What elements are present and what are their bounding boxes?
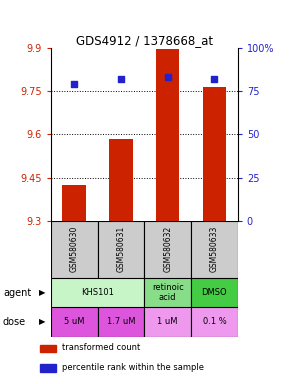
Bar	[144, 221, 191, 278]
Text: dose: dose	[3, 317, 26, 327]
Bar	[62, 185, 86, 221]
Text: transformed count: transformed count	[62, 343, 141, 352]
Text: GSM580633: GSM580633	[210, 226, 219, 273]
Bar	[156, 50, 179, 221]
Bar	[97, 221, 144, 278]
Bar	[191, 278, 238, 307]
Text: 1.7 uM: 1.7 uM	[107, 318, 135, 326]
Point	[72, 81, 77, 88]
Point	[119, 76, 123, 82]
Text: KHS101: KHS101	[81, 288, 114, 297]
Bar	[51, 307, 97, 336]
Text: 0.1 %: 0.1 %	[202, 318, 226, 326]
Point	[165, 74, 170, 81]
Bar	[51, 278, 144, 307]
Text: retinoic
acid: retinoic acid	[152, 283, 184, 302]
Text: GSM580630: GSM580630	[70, 226, 79, 273]
Bar	[97, 307, 144, 336]
Bar	[191, 221, 238, 278]
Text: agent: agent	[3, 288, 31, 298]
Text: percentile rank within the sample: percentile rank within the sample	[62, 363, 204, 372]
Bar	[51, 221, 97, 278]
Text: 1 uM: 1 uM	[157, 318, 178, 326]
Title: GDS4912 / 1378668_at: GDS4912 / 1378668_at	[76, 34, 213, 47]
Text: GSM580631: GSM580631	[116, 226, 125, 272]
Bar	[203, 87, 226, 221]
Text: 5 uM: 5 uM	[64, 318, 84, 326]
Text: ▶: ▶	[39, 288, 46, 297]
Bar	[191, 307, 238, 336]
Text: ▶: ▶	[39, 318, 46, 326]
Text: GSM580632: GSM580632	[163, 226, 172, 272]
Bar	[40, 344, 56, 352]
Text: DMSO: DMSO	[202, 288, 227, 297]
Bar	[40, 364, 56, 372]
Point	[212, 76, 217, 82]
Bar	[144, 307, 191, 336]
Bar	[144, 278, 191, 307]
Bar	[109, 139, 133, 221]
